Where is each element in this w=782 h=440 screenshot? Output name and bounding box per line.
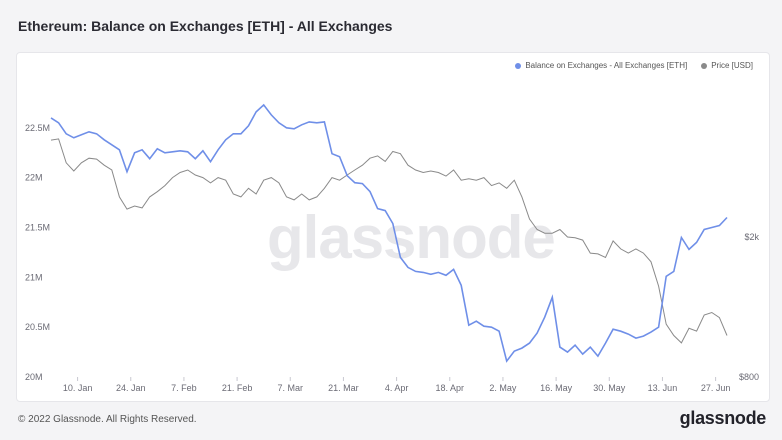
y-left-tick-label: 22.5M (25, 123, 50, 133)
x-tick-label: 30. May (593, 383, 626, 393)
x-tick-label: 24. Jan (116, 383, 146, 393)
y-right-tick-label: $800 (739, 372, 759, 382)
x-tick-label: 7. Mar (278, 383, 304, 393)
x-tick-label: 13. Jun (648, 383, 678, 393)
chart-legend: Balance on Exchanges - All Exchanges [ET… (515, 61, 753, 70)
y-left-tick-label: 20M (25, 372, 43, 382)
chart-panel: Balance on Exchanges - All Exchanges [ET… (16, 52, 770, 402)
x-tick-label: 10. Jan (63, 383, 93, 393)
y-left-tick-label: 21.5M (25, 223, 50, 233)
glassnode-logo: glassnode (679, 408, 767, 428)
legend-swatch-balance (515, 62, 522, 69)
legend-label-price: Price [USD] (711, 61, 753, 70)
legend-label-balance: Balance on Exchanges - All Exchanges [ET… (525, 61, 688, 70)
x-tick-label: 16. May (540, 383, 573, 393)
y-left-tick-label: 20.5M (25, 322, 50, 332)
copyright-text: © 2022 Glassnode. All Rights Reserved. (18, 414, 197, 425)
x-tick-label: 4. Apr (385, 383, 409, 393)
y-right-tick-label: $2k (744, 232, 759, 242)
chart-title: Ethereum: Balance on Exchanges [ETH] - A… (18, 18, 393, 34)
x-tick-label: 18. Apr (435, 383, 464, 393)
legend-item-price[interactable]: Price [USD] (701, 61, 753, 70)
y-left-tick-label: 22M (25, 173, 43, 183)
x-tick-label: 21. Feb (222, 383, 253, 393)
x-tick-label: 7. Feb (171, 383, 197, 393)
x-tick-label: 21. Mar (328, 383, 359, 393)
x-tick-label: 27. Jun (701, 383, 731, 393)
chart-svg: 20M 20.5M 21M 21.5M 22M 22.5M $800 $2k 10. Jan 24… (25, 103, 759, 393)
y-left-tick-label: 21M (25, 272, 43, 282)
legend-swatch-price (701, 62, 708, 69)
price-series-line (50, 138, 728, 344)
legend-item-balance[interactable]: Balance on Exchanges - All Exchanges [ET… (515, 61, 687, 70)
x-tick-label: 2. May (489, 383, 517, 393)
balance-series-line (50, 103, 728, 363)
